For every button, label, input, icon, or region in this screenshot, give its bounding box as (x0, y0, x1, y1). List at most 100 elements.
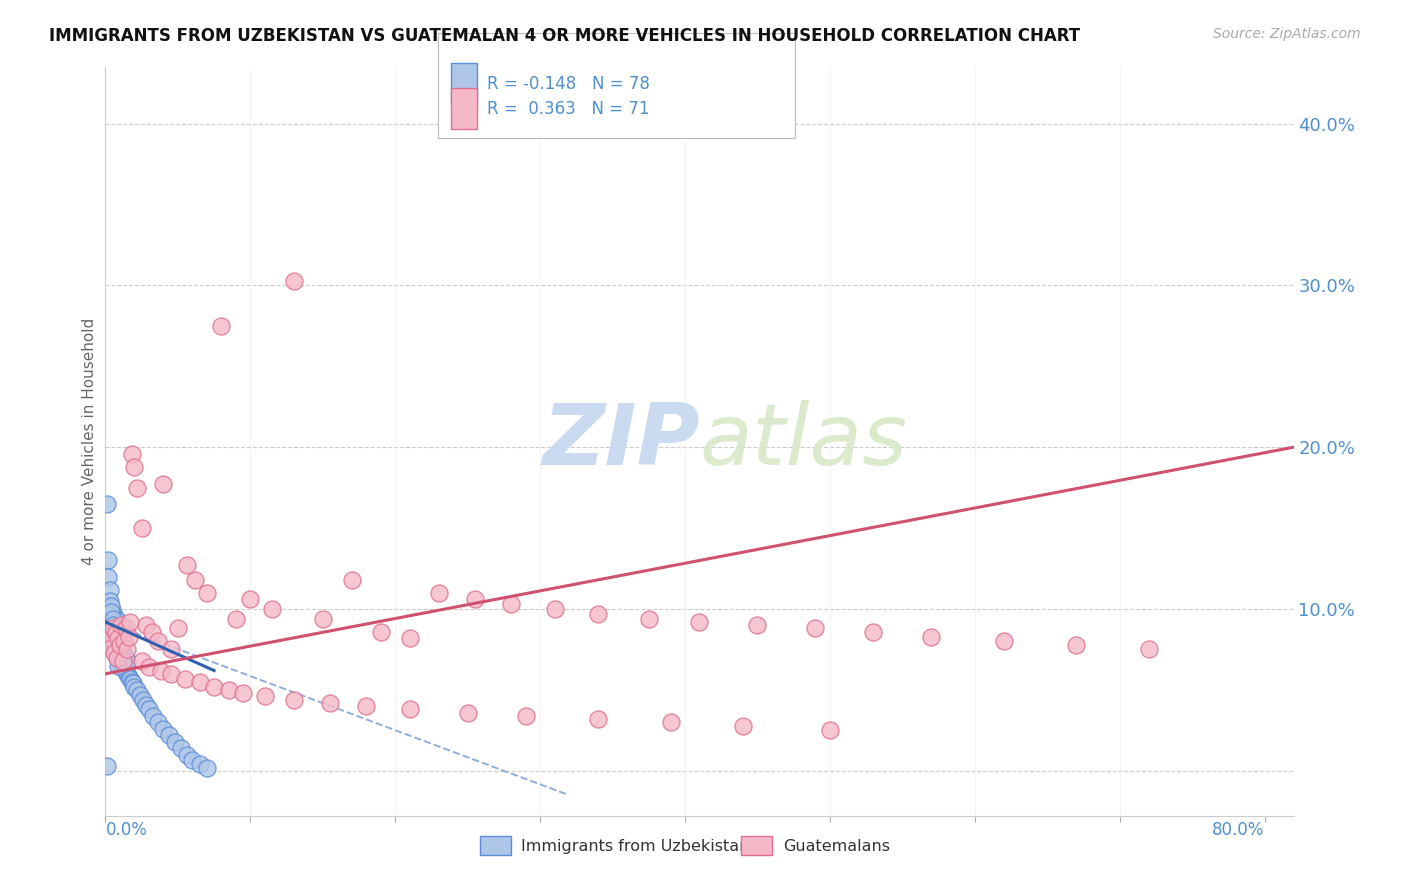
Point (149, 664, 172, 678)
Point (115, 654, 138, 668)
Point (862, 624, 884, 639)
Point (101, 634, 124, 648)
Point (112, 634, 135, 648)
Point (117, 630, 139, 644)
Point (188, 674, 211, 689)
Point (135, 618, 157, 632)
Point (283, 273, 305, 287)
Point (112, 648, 135, 663)
Point (100, 640, 122, 655)
Point (108, 630, 131, 644)
Point (111, 658, 134, 673)
Point (105, 634, 128, 648)
Point (127, 481, 149, 495)
Point (100, 605, 122, 619)
Point (135, 698, 157, 712)
Point (138, 702, 160, 716)
Point (131, 521, 153, 535)
Point (96, 497, 118, 511)
Point (101, 622, 124, 636)
Point (312, 612, 335, 626)
Text: R = -0.148   N = 78: R = -0.148 N = 78 (486, 75, 650, 93)
Point (101, 613, 124, 627)
Point (110, 618, 132, 632)
Point (427, 586, 450, 600)
Point (104, 622, 127, 636)
Point (586, 607, 609, 621)
Point (104, 644, 127, 658)
Point (1137, 642, 1160, 657)
Point (112, 662, 135, 676)
Point (104, 638, 127, 652)
Point (98, 602, 121, 616)
Point (146, 634, 169, 648)
Bar (451, 88, 477, 129)
Point (176, 558, 198, 573)
Point (174, 672, 197, 686)
Point (152, 722, 174, 736)
Point (105, 650, 128, 665)
Point (120, 615, 142, 629)
Point (818, 723, 841, 738)
Point (515, 709, 537, 723)
Point (239, 592, 262, 607)
Point (108, 638, 131, 652)
Point (117, 670, 139, 684)
Point (127, 682, 149, 697)
Bar (479, 837, 510, 855)
Point (354, 699, 377, 714)
Point (121, 674, 143, 689)
Point (108, 654, 131, 668)
Point (184, 573, 207, 587)
Point (370, 624, 392, 639)
Point (97, 553, 120, 567)
Point (104, 626, 127, 640)
Point (195, 761, 218, 775)
Point (122, 676, 145, 690)
Point (804, 622, 827, 636)
Point (105, 650, 128, 665)
Point (202, 680, 225, 694)
Point (543, 602, 565, 616)
Point (104, 631, 127, 645)
Point (100, 599, 122, 613)
Point (218, 682, 240, 697)
Point (110, 631, 132, 645)
Point (124, 459, 146, 474)
Point (225, 612, 247, 626)
Point (138, 660, 160, 674)
Point (159, 642, 181, 657)
Point (920, 630, 942, 644)
Point (100, 608, 122, 623)
Point (659, 715, 682, 730)
Point (586, 712, 609, 726)
Point (132, 692, 155, 706)
Text: ZIP: ZIP (541, 400, 700, 483)
Point (104, 612, 127, 626)
Point (101, 605, 124, 619)
Point (115, 666, 138, 681)
Point (111, 646, 134, 660)
Point (107, 650, 129, 665)
Point (107, 631, 129, 645)
Point (96, 626, 118, 640)
Point (100, 631, 122, 645)
Point (1064, 638, 1087, 652)
Point (120, 672, 142, 686)
Point (170, 741, 193, 756)
Point (181, 753, 204, 767)
Point (176, 747, 198, 762)
Point (114, 664, 136, 678)
Point (195, 586, 218, 600)
Point (689, 615, 711, 629)
Point (398, 631, 420, 645)
Point (103, 610, 125, 624)
Point (141, 624, 163, 639)
Point (262, 602, 284, 616)
Point (124, 680, 146, 694)
Point (103, 646, 125, 660)
Point (105, 623, 128, 637)
Point (110, 657, 132, 671)
Point (111, 654, 134, 668)
Point (107, 658, 129, 673)
